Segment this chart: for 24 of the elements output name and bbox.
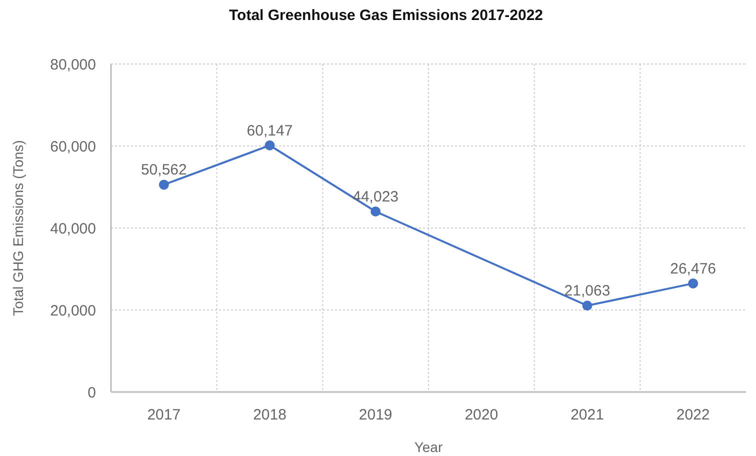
data-label: 60,147 [246, 122, 293, 140]
x-tick-label: 2018 [253, 406, 286, 424]
data-label: 44,023 [352, 188, 399, 206]
x-tick-label: 2019 [358, 406, 392, 424]
point [158, 180, 169, 190]
y-tick-label: 20,000 [50, 302, 96, 320]
y-axis-title: Total GHG Emissions (Tons) [10, 140, 26, 316]
y-tick-label: 0 [88, 384, 96, 402]
point [688, 278, 698, 288]
x-tick-label: 2017 [147, 406, 181, 424]
x-tick-label: 2022 [676, 406, 710, 424]
data-label: 50,562 [140, 162, 187, 179]
x-tick-label: 2021 [570, 406, 604, 424]
y-tick-label: 60,000 [50, 138, 96, 156]
data-label: 26,476 [670, 260, 716, 278]
x-axis-title: Year [414, 439, 443, 455]
y-tick-label: 40,000 [50, 220, 96, 238]
point [264, 140, 275, 150]
x-tick-label: 2020 [464, 406, 498, 424]
data-label: 21,063 [564, 282, 610, 300]
point [582, 300, 592, 311]
y-tick-label: 80,000 [50, 56, 96, 74]
chart-title: Total Greenhouse Gas Emissions 2017-2022 [228, 7, 544, 25]
point [370, 206, 381, 217]
